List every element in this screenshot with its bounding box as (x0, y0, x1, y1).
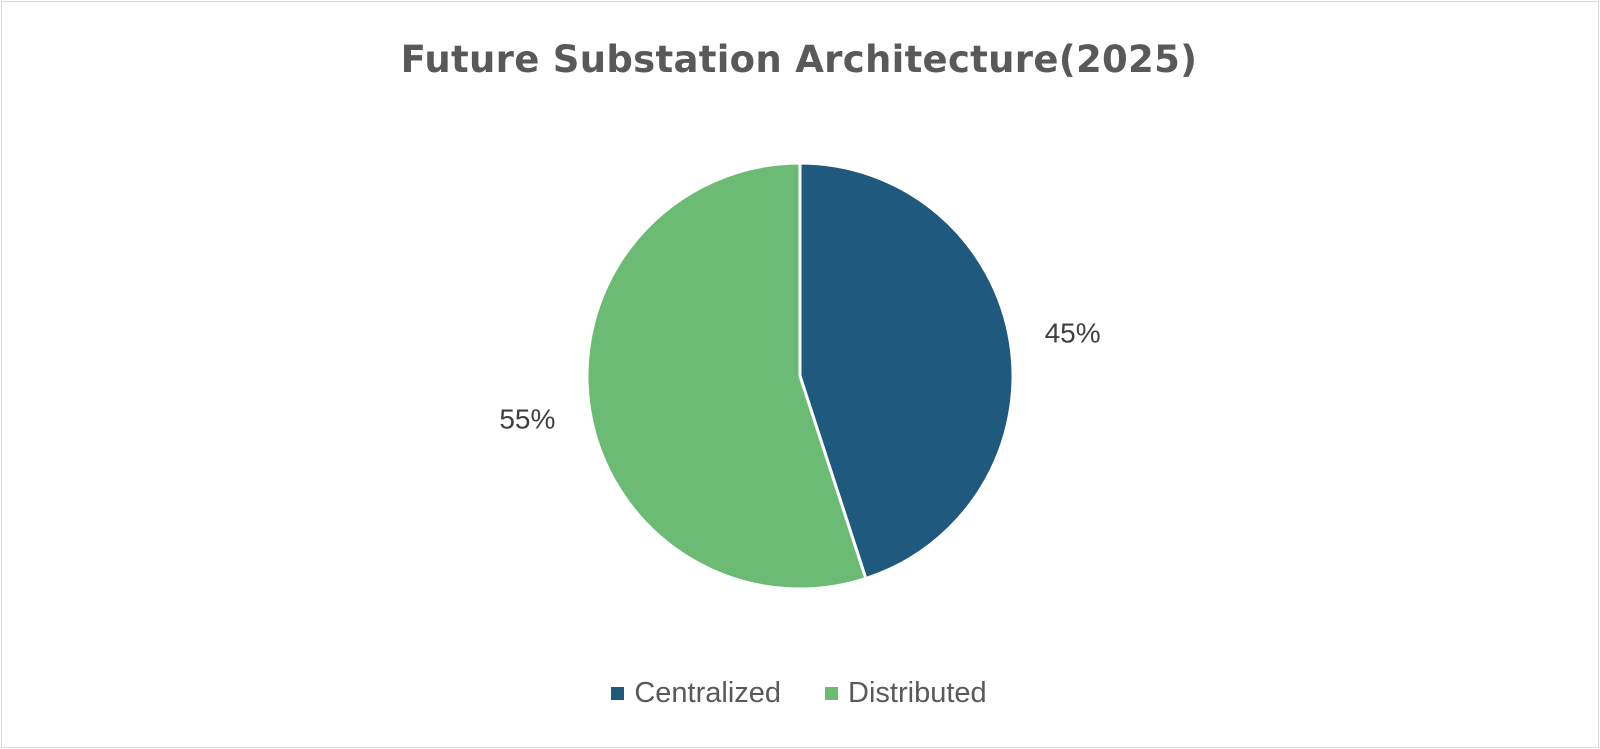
chart-legend: Centralized Distributed (0, 677, 1598, 710)
legend-item-distributed: Distributed (825, 677, 987, 710)
pie-slice-centralized (798, 161, 1015, 581)
chart-title: Future Substation Architecture(2025) (400, 38, 1198, 81)
legend-item-centralized: Centralized (611, 677, 781, 710)
data-label-distributed: 55% (499, 404, 555, 435)
legend-label-distributed: Distributed (848, 677, 987, 709)
legend-label-centralized: Centralized (634, 677, 782, 709)
pie-slice-distributed (585, 161, 868, 591)
legend-swatch-distributed (825, 687, 839, 700)
data-label-centralized: 45% (1045, 317, 1101, 348)
legend-swatch-centralized (611, 687, 625, 700)
